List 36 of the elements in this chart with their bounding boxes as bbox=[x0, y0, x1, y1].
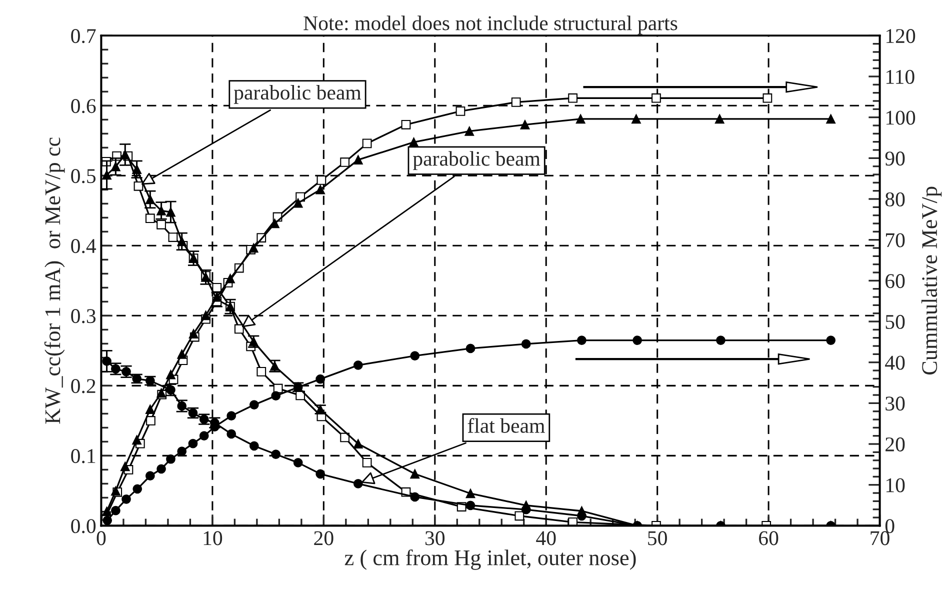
y2-tick-label: 110 bbox=[886, 70, 914, 84]
y2-tick-label: 100 bbox=[886, 110, 916, 125]
x-tick-label: 60 bbox=[759, 531, 778, 546]
y2-tick-label: 0 bbox=[885, 519, 894, 534]
y-tick-label: 0.5 bbox=[71, 169, 96, 184]
x-tick-label: 10 bbox=[204, 531, 222, 546]
y2-tick-label: 50 bbox=[886, 314, 905, 329]
x-tick-label: 70 bbox=[870, 531, 890, 546]
annotation: parabolic beam bbox=[234, 85, 362, 104]
y-tick-label: 0.1 bbox=[71, 449, 96, 464]
y-axis-title: KW_cc(for 1 mA) or MeV/p cc bbox=[44, 138, 65, 424]
y2-tick-label: 30 bbox=[886, 396, 905, 411]
y2-tick-label: 20 bbox=[886, 437, 905, 452]
x-tick-label: 50 bbox=[648, 531, 667, 546]
x-tick-label: 20 bbox=[314, 531, 334, 546]
y-tick-label: 0.0 bbox=[71, 519, 96, 534]
y-tick-label: 0.4 bbox=[71, 239, 96, 254]
x-tick-label: 40 bbox=[536, 531, 556, 546]
y-tick-label: 0.6 bbox=[71, 99, 96, 114]
y2-tick-label: 120 bbox=[886, 29, 916, 44]
y-tick-label: 0.2 bbox=[71, 379, 96, 394]
y2-tick-label: 60 bbox=[886, 274, 905, 288]
y-tick-label: 0.7 bbox=[71, 29, 96, 44]
y2-tick-label: 70 bbox=[886, 233, 905, 248]
y2-tick-label: 40 bbox=[885, 356, 905, 370]
annotation: parabolic beam bbox=[412, 151, 540, 170]
y2-tick-label: 80 bbox=[885, 192, 905, 206]
x-tick-label: 30 bbox=[425, 531, 445, 546]
y2-tick-label: 90 bbox=[885, 152, 905, 166]
x-tick-label: 0 bbox=[96, 531, 106, 546]
chart-title: Note: model does not include structural parts bbox=[304, 16, 678, 35]
y2-axis-title: Cummulative MeV/p bbox=[921, 186, 942, 374]
annotation: flat beam bbox=[468, 418, 545, 433]
x-axis-title: z ( cm from Hg inlet, outer nose) bbox=[344, 549, 636, 570]
y-tick-label: 0.3 bbox=[71, 309, 96, 324]
y2-tick-label: 10 bbox=[886, 478, 905, 492]
